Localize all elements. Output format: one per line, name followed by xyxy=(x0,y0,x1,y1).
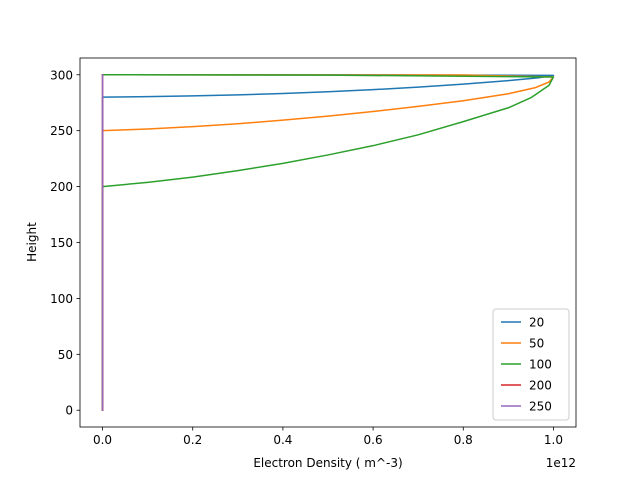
x-axis-label: Electron Density ( m^-3) xyxy=(253,456,402,470)
legend-label-200: 200 xyxy=(529,379,552,393)
x-tick-label: 0.8 xyxy=(454,433,473,447)
y-tick-label: 150 xyxy=(50,236,73,250)
legend: 20 50 100 200 250 xyxy=(492,308,570,421)
x-tick-label: 0.0 xyxy=(93,433,112,447)
x-tick-label: 0.4 xyxy=(273,433,292,447)
series-line-50 xyxy=(101,74,555,411)
y-tick-label: 300 xyxy=(50,68,73,82)
legend-box xyxy=(492,308,570,421)
x-axis-ticks: 0.0 0.2 0.4 0.6 0.8 1.0 xyxy=(93,427,563,447)
x-tick-label: 0.2 xyxy=(183,433,202,447)
y-axis-label: Height xyxy=(25,222,39,262)
legend-label-50: 50 xyxy=(529,337,544,351)
y-tick-label: 250 xyxy=(50,124,73,138)
y-axis-ticks: 0 50 100 150 200 250 300 xyxy=(50,68,80,418)
series-line-20 xyxy=(101,74,555,411)
x-tick-label: 0.6 xyxy=(364,433,383,447)
y-tick-label: 50 xyxy=(58,348,73,362)
y-tick-label: 200 xyxy=(50,180,73,194)
series-line-100 xyxy=(101,74,555,411)
x-axis-offset-label: 1e12 xyxy=(546,456,576,470)
legend-label-100: 100 xyxy=(529,358,552,372)
y-tick-label: 100 xyxy=(50,292,73,306)
y-tick-label: 0 xyxy=(65,404,73,418)
legend-label-250: 250 xyxy=(529,400,552,414)
legend-label-20: 20 xyxy=(529,316,544,330)
x-tick-label: 1.0 xyxy=(544,433,563,447)
plot-lines xyxy=(101,74,555,411)
